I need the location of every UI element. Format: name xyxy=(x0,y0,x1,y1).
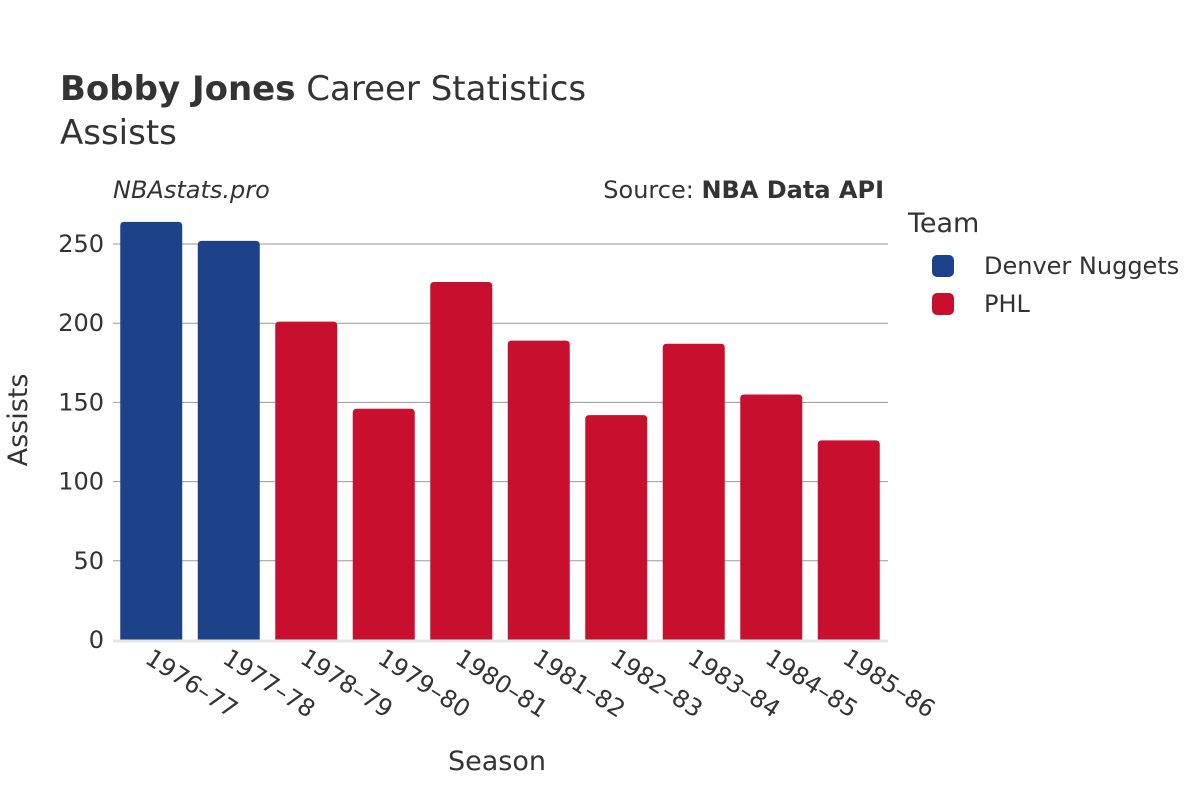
legend: Team Denver Nuggets PHL xyxy=(908,208,1179,323)
bar-1977–78 xyxy=(197,240,260,640)
y-tick-label-200: 200 xyxy=(58,309,104,337)
bar-1976–77 xyxy=(120,221,183,640)
bar-1980–81 xyxy=(430,282,493,640)
bar-1985–86 xyxy=(817,440,880,640)
legend-swatch-phl xyxy=(932,293,954,315)
bar-1978–79 xyxy=(275,321,338,640)
chart-subtitle: Assists xyxy=(60,113,177,153)
source-credit: Source: NBA Data API xyxy=(603,176,884,204)
title-suffix: Career Statistics xyxy=(295,69,587,109)
x-axis-title: Season xyxy=(448,746,546,777)
y-tick-label-100: 100 xyxy=(58,468,104,496)
source-prefix: Source: xyxy=(603,176,702,204)
y-tick-label-150: 150 xyxy=(58,388,104,416)
y-tick-label-0: 0 xyxy=(89,626,104,654)
watermark: NBAstats.pro xyxy=(113,176,270,204)
legend-label-denver-nuggets: Denver Nuggets xyxy=(984,252,1180,280)
legend-item-denver-nuggets[interactable]: Denver Nuggets xyxy=(908,247,1179,285)
chart-title: Bobby Jones Career Statistics xyxy=(60,68,586,110)
legend-title: Team xyxy=(908,208,980,239)
y-tick-label-250: 250 xyxy=(58,230,104,258)
bar-1983–84 xyxy=(662,343,725,640)
bar-1981–82 xyxy=(507,340,570,640)
y-tick-label-50: 50 xyxy=(73,547,104,575)
bar-1984–85 xyxy=(740,394,803,640)
title-player-name: Bobby Jones xyxy=(60,69,296,109)
bar-1982–83 xyxy=(585,415,648,640)
y-axis-title: Assists xyxy=(3,374,34,467)
legend-swatch-denver-nuggets xyxy=(932,255,954,277)
source-name: NBA Data API xyxy=(701,176,884,204)
bar-1979–80 xyxy=(352,408,415,640)
legend-item-phl[interactable]: PHL xyxy=(908,285,1179,323)
legend-label-phl: PHL xyxy=(984,290,1030,318)
